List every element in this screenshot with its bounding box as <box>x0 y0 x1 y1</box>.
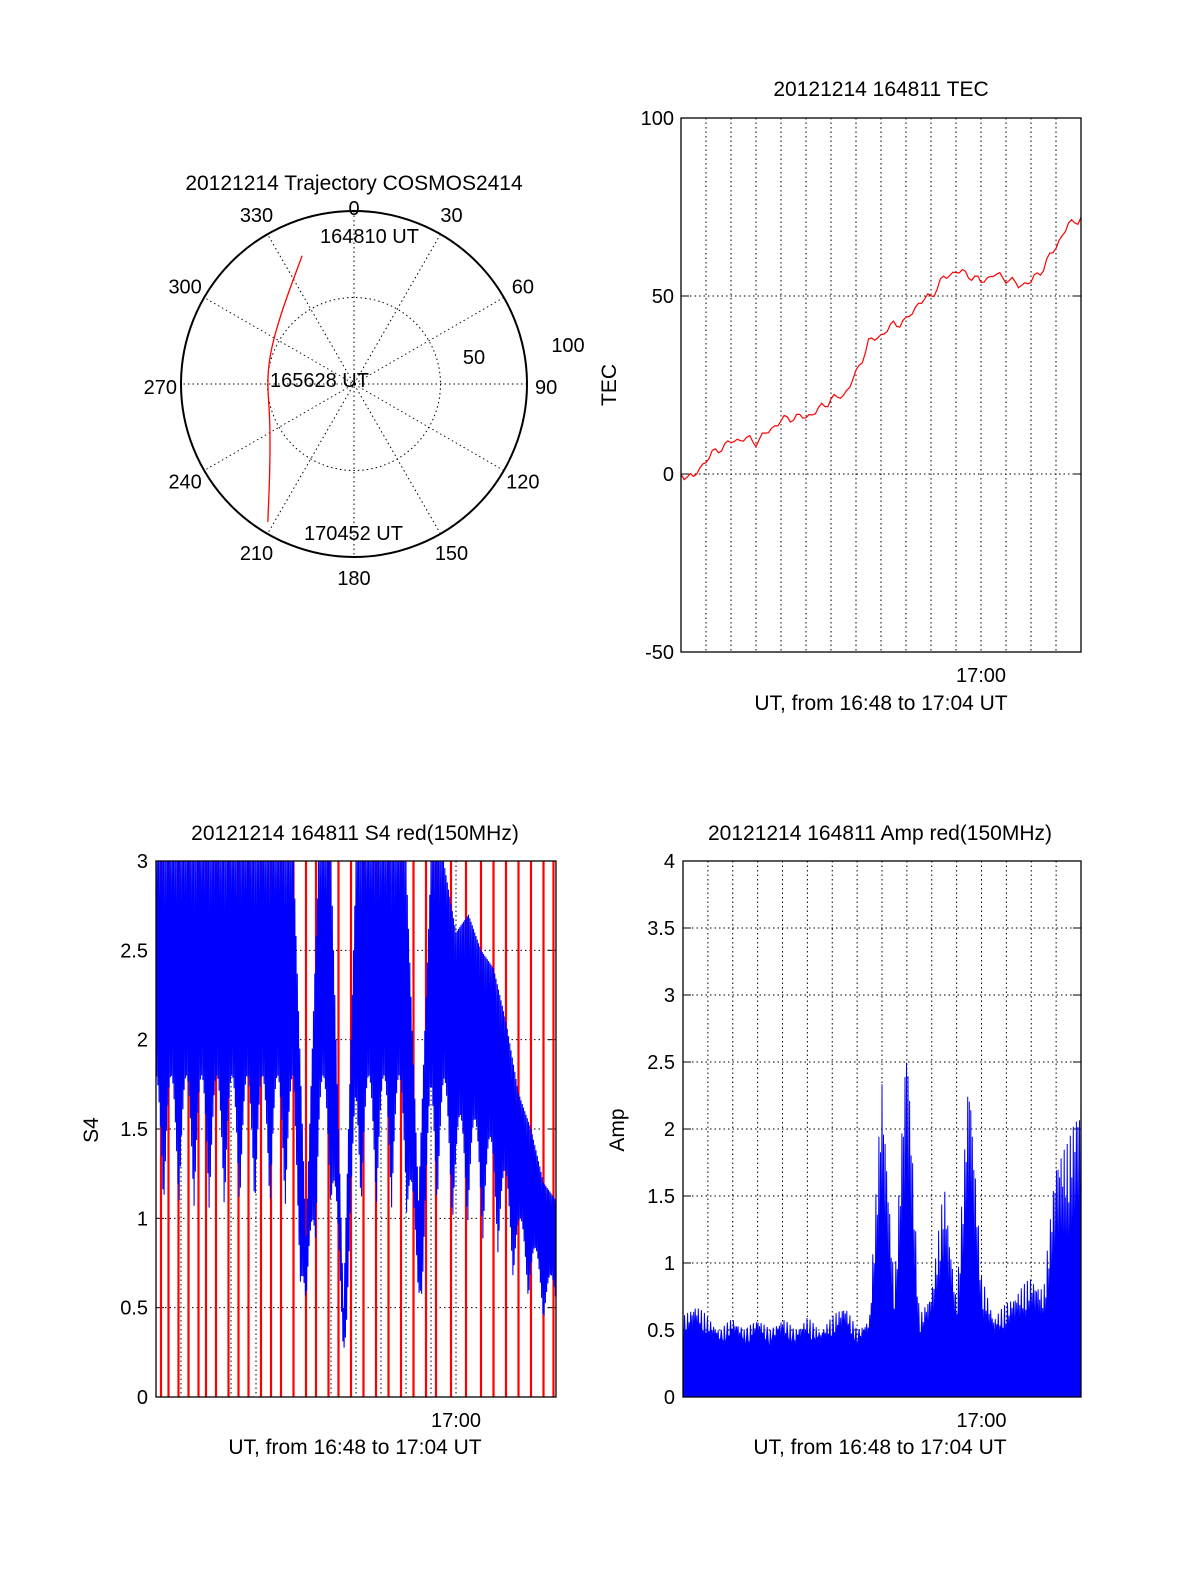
s4-x-tick-labels: 17:00 <box>431 1410 481 1432</box>
annotation-end-time: 170452 UT <box>304 523 403 545</box>
angle-label-270: 270 <box>144 377 177 399</box>
y-tick-label: 0 <box>664 1387 675 1409</box>
amp-bars <box>682 1062 1082 1398</box>
tec-panel: 20121214 164811 TEC -50 0 50 100 17:00 UT, … <box>598 78 1082 715</box>
angle-label-60: 60 <box>512 277 534 299</box>
angle-label-180: 180 <box>337 568 370 590</box>
x-tick-label: 17:00 <box>431 1410 481 1432</box>
polar-spoke <box>203 297 505 471</box>
y-tick-label: 2 <box>664 1119 675 1141</box>
amp-x-tick-labels: 17:00 <box>956 1410 1006 1432</box>
amp-title: 20121214 164811 Amp red(150MHz) <box>708 822 1052 845</box>
tec-x-tick-labels: 17:00 <box>956 665 1006 687</box>
y-tick-label: 1.5 <box>647 1186 675 1208</box>
trajectory-title: 20121214 Trajectory COSMOS2414 <box>185 172 523 195</box>
amp-y-tick-labels: 0 0.5 1 1.5 2 2.5 3 3.5 4 <box>647 851 675 1409</box>
y-tick-label: 3 <box>137 851 148 873</box>
polar-angle-labels: 0 30 60 90 120 150 180 210 240 270 300 330 <box>144 198 558 590</box>
angle-label-210: 210 <box>240 543 273 565</box>
y-tick-label: 1 <box>137 1208 148 1230</box>
tec-grid <box>681 117 1081 653</box>
trajectory-line <box>267 255 303 522</box>
s4-y-axis-label: S4 <box>80 1117 103 1143</box>
angle-label-150: 150 <box>435 543 468 565</box>
tec-line <box>680 217 1082 481</box>
y-tick-label: 2.5 <box>647 1052 675 1074</box>
angle-label-300: 300 <box>168 277 201 299</box>
y-tick-label: 3.5 <box>647 918 675 940</box>
tec-title: 20121214 164811 TEC <box>773 78 988 101</box>
polar-spoke <box>267 233 441 535</box>
y-tick-label: 0 <box>663 464 674 486</box>
polar-outer-ring <box>180 210 528 558</box>
s4-plot-frame <box>155 860 557 1398</box>
y-tick-label: 2 <box>137 1030 148 1052</box>
y-tick-label: 0.5 <box>647 1320 675 1342</box>
amp-series <box>682 1062 1082 1398</box>
s4-series <box>155 860 557 1397</box>
angle-label-240: 240 <box>168 472 201 494</box>
annotation-mid-time: 165628 UT <box>270 370 369 392</box>
angle-label-330: 330 <box>240 205 273 227</box>
tec-y-tick-labels: -50 0 50 100 <box>641 108 674 664</box>
radial-label-100: 100 <box>551 335 584 357</box>
tec-series <box>680 217 1082 481</box>
annotation-start-time: 164810 UT <box>320 226 419 248</box>
x-tick-label: 17:00 <box>956 665 1006 687</box>
y-tick-label: 4 <box>664 851 675 873</box>
trajectory-series <box>267 255 303 522</box>
angle-label-90: 90 <box>535 377 557 399</box>
angle-label-30: 30 <box>440 205 462 227</box>
amp-x-axis-label: UT, from 16:48 to 17:04 UT <box>753 1436 1006 1459</box>
angle-label-0: 0 <box>348 198 359 220</box>
amp-y-axis-label: Amp <box>606 1108 629 1151</box>
y-tick-label: 50 <box>652 286 674 308</box>
y-tick-label: 100 <box>641 108 674 130</box>
amp-panel: 20121214 164811 Amp red(150MHz) 0 0.5 1 1.5… <box>606 822 1082 1459</box>
s4-title: 20121214 164811 S4 red(150MHz) <box>191 822 519 845</box>
y-tick-label: 1.5 <box>120 1119 148 1141</box>
y-tick-label: 1 <box>664 1253 675 1275</box>
radial-label-50: 50 <box>463 347 485 369</box>
amp-plot-frame <box>682 860 1082 1398</box>
trajectory-polar-panel: 20121214 Trajectory COSMOS2414 0 30 60 90 12… <box>144 172 585 590</box>
tec-plot-frame <box>680 117 1082 653</box>
y-tick-label: 0.5 <box>120 1298 148 1320</box>
y-tick-label: 0 <box>137 1387 148 1409</box>
y-tick-label: 2.5 <box>120 940 148 962</box>
polar-spoke <box>267 233 441 535</box>
angle-label-120: 120 <box>506 472 539 494</box>
y-tick-label: -50 <box>645 642 674 664</box>
polar-spoke <box>203 297 505 471</box>
tec-x-axis-label: UT, from 16:48 to 17:04 UT <box>754 692 1007 715</box>
y-tick-label: 3 <box>664 985 675 1007</box>
s4-panel: 20121214 164811 S4 red(150MHz) 0 0.5 1 1.5 2… <box>80 822 557 1459</box>
tec-y-axis-label: TEC <box>598 364 621 406</box>
s4-x-axis-label: UT, from 16:48 to 17:04 UT <box>228 1436 481 1459</box>
x-tick-label: 17:00 <box>956 1410 1006 1432</box>
s4-y-tick-labels: 0 0.5 1 1.5 2 2.5 3 <box>120 851 148 1409</box>
